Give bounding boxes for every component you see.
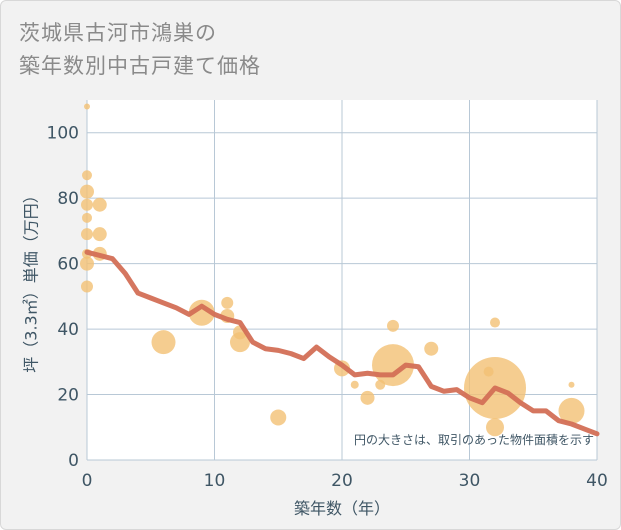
- bubble-point: [82, 170, 92, 181]
- bubble-point: [486, 418, 504, 437]
- bubble-point: [568, 381, 575, 388]
- bubble-point: [80, 184, 94, 199]
- y-tick-label: 60: [57, 255, 79, 275]
- x-tick-label: 0: [82, 471, 93, 491]
- title-line-1: 茨城県古河市鴻巣の: [19, 21, 217, 45]
- bubble-point: [82, 212, 92, 223]
- title-line-2: 築年数別中古戸建て価格: [19, 54, 261, 78]
- x-axis-label: 築年数（年）: [294, 499, 390, 518]
- tick-labels: 0 10 20 30 40 0 20 40 60 80 100: [47, 124, 608, 491]
- trend-line-layer: [84, 249, 600, 437]
- average-price-line: [84, 249, 600, 437]
- y-tick-label: 100: [47, 124, 79, 144]
- x-tick-label: 30: [459, 471, 481, 491]
- bubble-point: [151, 330, 176, 355]
- y-tick-label: 0: [68, 451, 79, 471]
- bubble-point: [92, 227, 107, 242]
- bubble-point: [490, 317, 500, 328]
- bubble-point: [81, 198, 93, 211]
- size-legend-note: 円の大きさは、取引のあった物件面積を示す: [354, 432, 594, 447]
- chart-title: 茨城県古河市鴻巣の 築年数別中古戸建て価格: [19, 17, 261, 83]
- bubble-point: [350, 380, 359, 389]
- x-tick-label: 10: [204, 471, 226, 491]
- bubble-point: [221, 296, 234, 309]
- bubble-point: [81, 228, 93, 241]
- bubble-point: [270, 409, 287, 426]
- y-tick-label: 40: [57, 320, 79, 340]
- bubble-point: [84, 103, 90, 110]
- bubble-point: [424, 341, 439, 356]
- bubble-point: [80, 256, 94, 271]
- x-tick-label: 20: [331, 471, 353, 491]
- y-tick-label: 20: [57, 386, 79, 406]
- bubble-point: [188, 299, 215, 326]
- bubble-point: [360, 390, 375, 405]
- bubble-point: [81, 280, 93, 293]
- x-tick-label: 40: [586, 471, 608, 491]
- y-tick-label: 80: [57, 189, 79, 209]
- bubble-point: [483, 366, 494, 377]
- y-axis-label: 坪（3.3㎡）単価（万円）: [22, 187, 41, 372]
- bubble-point: [92, 197, 107, 212]
- bubble-point: [230, 332, 250, 353]
- bubble-point: [387, 319, 399, 332]
- bubble-point: [558, 397, 585, 424]
